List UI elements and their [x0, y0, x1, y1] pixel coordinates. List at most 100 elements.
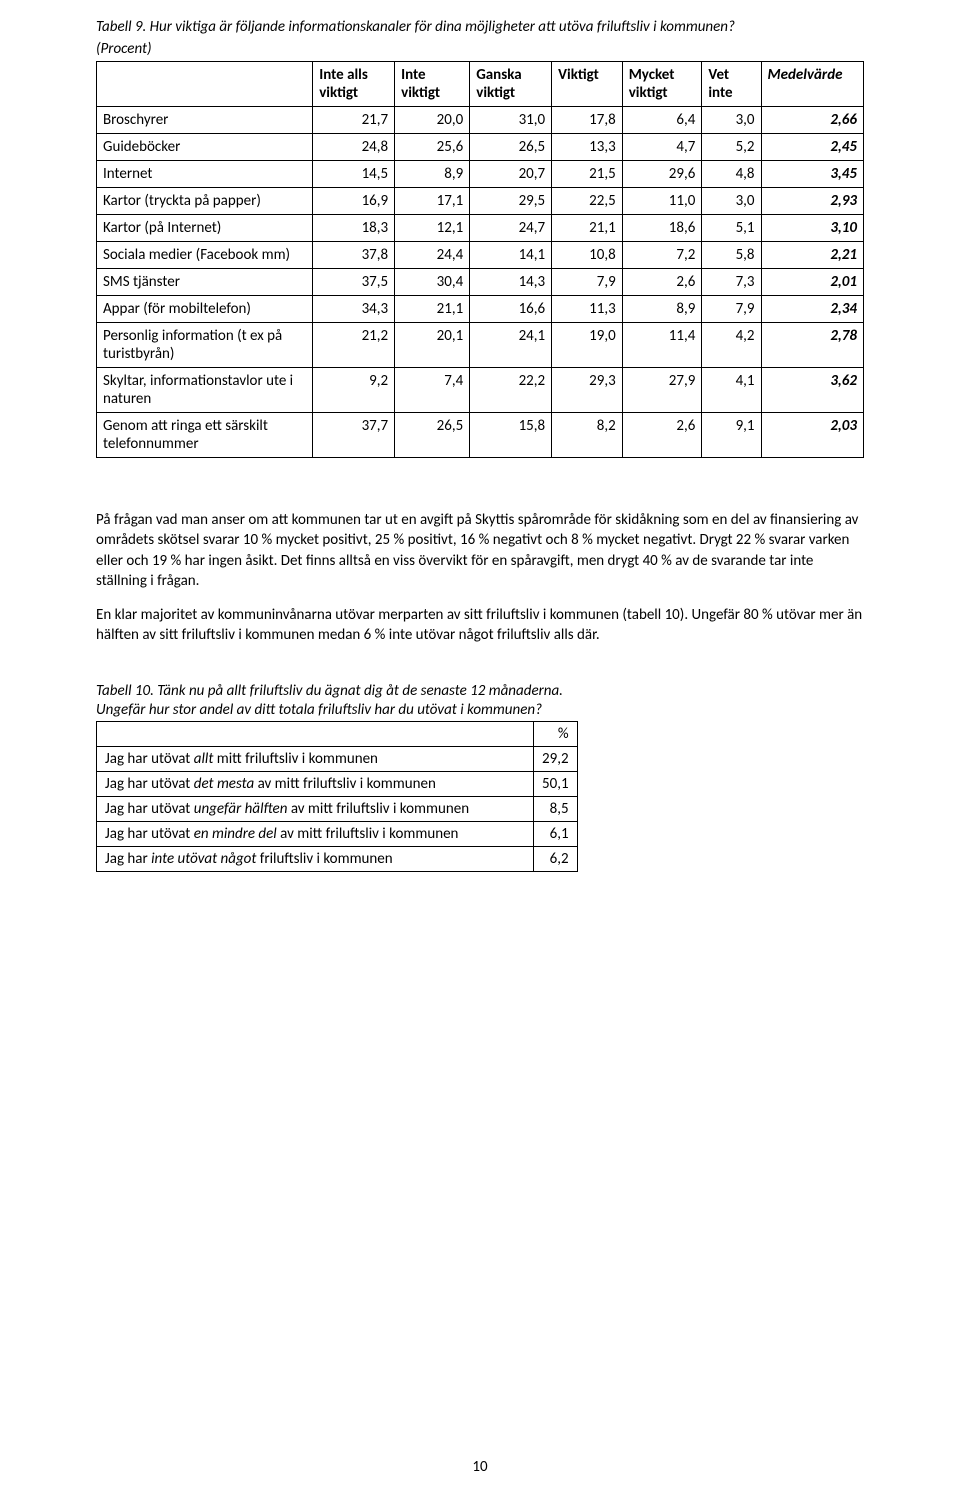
table-row: Genom att ringa ett särskilt telefonnumm… [97, 413, 864, 458]
row-label: Jag har inte utövat något friluftsliv i … [97, 846, 534, 871]
data-cell: 21,7 [313, 107, 395, 134]
mean-cell: 2,01 [761, 269, 863, 296]
table9-header-cell: Vet inte [702, 62, 761, 107]
mean-cell: 3,62 [761, 368, 863, 413]
data-cell: 5,2 [702, 134, 761, 161]
table9-header-cell: Ganska viktigt [470, 62, 552, 107]
table9: Inte alls viktigtInte viktigtGanska vikt… [96, 61, 864, 458]
data-cell: 29,6 [622, 161, 702, 188]
data-cell: 4,2 [702, 323, 761, 368]
data-cell: 7,4 [395, 368, 470, 413]
data-cell: 24,8 [313, 134, 395, 161]
data-cell: 12,1 [395, 215, 470, 242]
data-cell: 7,2 [622, 242, 702, 269]
table10: %Jag har utövat allt mitt friluftsliv i … [96, 721, 578, 872]
data-cell: 6,2 [534, 846, 578, 871]
data-cell: 24,4 [395, 242, 470, 269]
page: Tabell 9. Hur viktiga är följande inform… [0, 0, 960, 1496]
data-cell: 4,8 [702, 161, 761, 188]
row-label: Guideböcker [97, 134, 313, 161]
mean-cell: 3,10 [761, 215, 863, 242]
row-label: Jag har utövat en mindre del av mitt fri… [97, 821, 534, 846]
data-cell: 11,4 [622, 323, 702, 368]
data-cell: 10,8 [552, 242, 623, 269]
row-label: Internet [97, 161, 313, 188]
data-cell: 24,1 [470, 323, 552, 368]
data-cell: 19,0 [552, 323, 623, 368]
data-cell: 2,6 [622, 413, 702, 458]
table-row: Jag har utövat det mesta av mitt friluft… [97, 771, 578, 796]
data-cell: 11,3 [552, 296, 623, 323]
table9-header-cell: Inte viktigt [395, 62, 470, 107]
table-row: Jag har utövat en mindre del av mitt fri… [97, 821, 578, 846]
data-cell: 7,9 [702, 296, 761, 323]
data-cell: 22,5 [552, 188, 623, 215]
data-cell: 26,5 [470, 134, 552, 161]
data-cell: 14,5 [313, 161, 395, 188]
paragraph-1: På frågan vad man anser om att kommunen … [96, 510, 864, 591]
data-cell: 21,5 [552, 161, 623, 188]
data-cell: 17,8 [552, 107, 623, 134]
mean-cell: 2,21 [761, 242, 863, 269]
body-text: På frågan vad man anser om att kommunen … [96, 510, 864, 646]
data-cell: 50,1 [534, 771, 578, 796]
data-cell: 5,8 [702, 242, 761, 269]
data-cell: 17,1 [395, 188, 470, 215]
table9-title-line2: (Procent) [96, 40, 864, 60]
row-label: Broschyrer [97, 107, 313, 134]
data-cell: 16,6 [470, 296, 552, 323]
data-cell: 30,4 [395, 269, 470, 296]
data-cell: 7,3 [702, 269, 761, 296]
table10-header-empty [97, 721, 534, 746]
table9-header-cell: Mycket viktigt [622, 62, 702, 107]
table-row: Jag har utövat ungefär hälften av mitt f… [97, 796, 578, 821]
data-cell: 11,0 [622, 188, 702, 215]
data-cell: 5,1 [702, 215, 761, 242]
data-cell: 3,0 [702, 107, 761, 134]
mean-cell: 2,45 [761, 134, 863, 161]
row-label: Personlig information (t ex på turistbyr… [97, 323, 313, 368]
table-row: Sociala medier (Facebook mm)37,824,414,1… [97, 242, 864, 269]
data-cell: 24,7 [470, 215, 552, 242]
data-cell: 34,3 [313, 296, 395, 323]
data-cell: 3,0 [702, 188, 761, 215]
table-row: Kartor (tryckta på papper)16,917,129,522… [97, 188, 864, 215]
data-cell: 37,8 [313, 242, 395, 269]
row-label: Skyltar, informationstavlor ute i nature… [97, 368, 313, 413]
data-cell: 20,7 [470, 161, 552, 188]
data-cell: 25,6 [395, 134, 470, 161]
table-row: Appar (för mobiltelefon)34,321,116,611,3… [97, 296, 864, 323]
table-row: Jag har utövat allt mitt friluftsliv i k… [97, 746, 578, 771]
data-cell: 27,9 [622, 368, 702, 413]
data-cell: 29,5 [470, 188, 552, 215]
data-cell: 21,2 [313, 323, 395, 368]
data-cell: 20,1 [395, 323, 470, 368]
data-cell: 6,1 [534, 821, 578, 846]
data-cell: 18,6 [622, 215, 702, 242]
data-cell: 4,7 [622, 134, 702, 161]
data-cell: 6,4 [622, 107, 702, 134]
mean-cell: 2,93 [761, 188, 863, 215]
mean-cell: 2,34 [761, 296, 863, 323]
table-row: Kartor (på Internet)18,312,124,721,118,6… [97, 215, 864, 242]
row-label: Sociala medier (Facebook mm) [97, 242, 313, 269]
table9-header-cell: Medelvärde [761, 62, 863, 107]
row-label: Appar (för mobiltelefon) [97, 296, 313, 323]
page-number: 10 [0, 1458, 960, 1476]
row-label: Genom att ringa ett särskilt telefonnumm… [97, 413, 313, 458]
paragraph-2: En klar majoritet av kommuninvånarna utö… [96, 605, 864, 646]
row-label: Jag har utövat det mesta av mitt friluft… [97, 771, 534, 796]
data-cell: 37,5 [313, 269, 395, 296]
table-row: SMS tjänster37,530,414,37,92,67,32,01 [97, 269, 864, 296]
data-cell: 37,7 [313, 413, 395, 458]
mean-cell: 3,45 [761, 161, 863, 188]
data-cell: 8,2 [552, 413, 623, 458]
row-label: Kartor (tryckta på papper) [97, 188, 313, 215]
table9-title-line1: Tabell 9. Hur viktiga är följande inform… [96, 18, 864, 38]
data-cell: 22,2 [470, 368, 552, 413]
table-row: Jag har inte utövat något friluftsliv i … [97, 846, 578, 871]
table-row: Personlig information (t ex på turistbyr… [97, 323, 864, 368]
mean-cell: 2,66 [761, 107, 863, 134]
table9-header-cell [97, 62, 313, 107]
data-cell: 29,2 [534, 746, 578, 771]
